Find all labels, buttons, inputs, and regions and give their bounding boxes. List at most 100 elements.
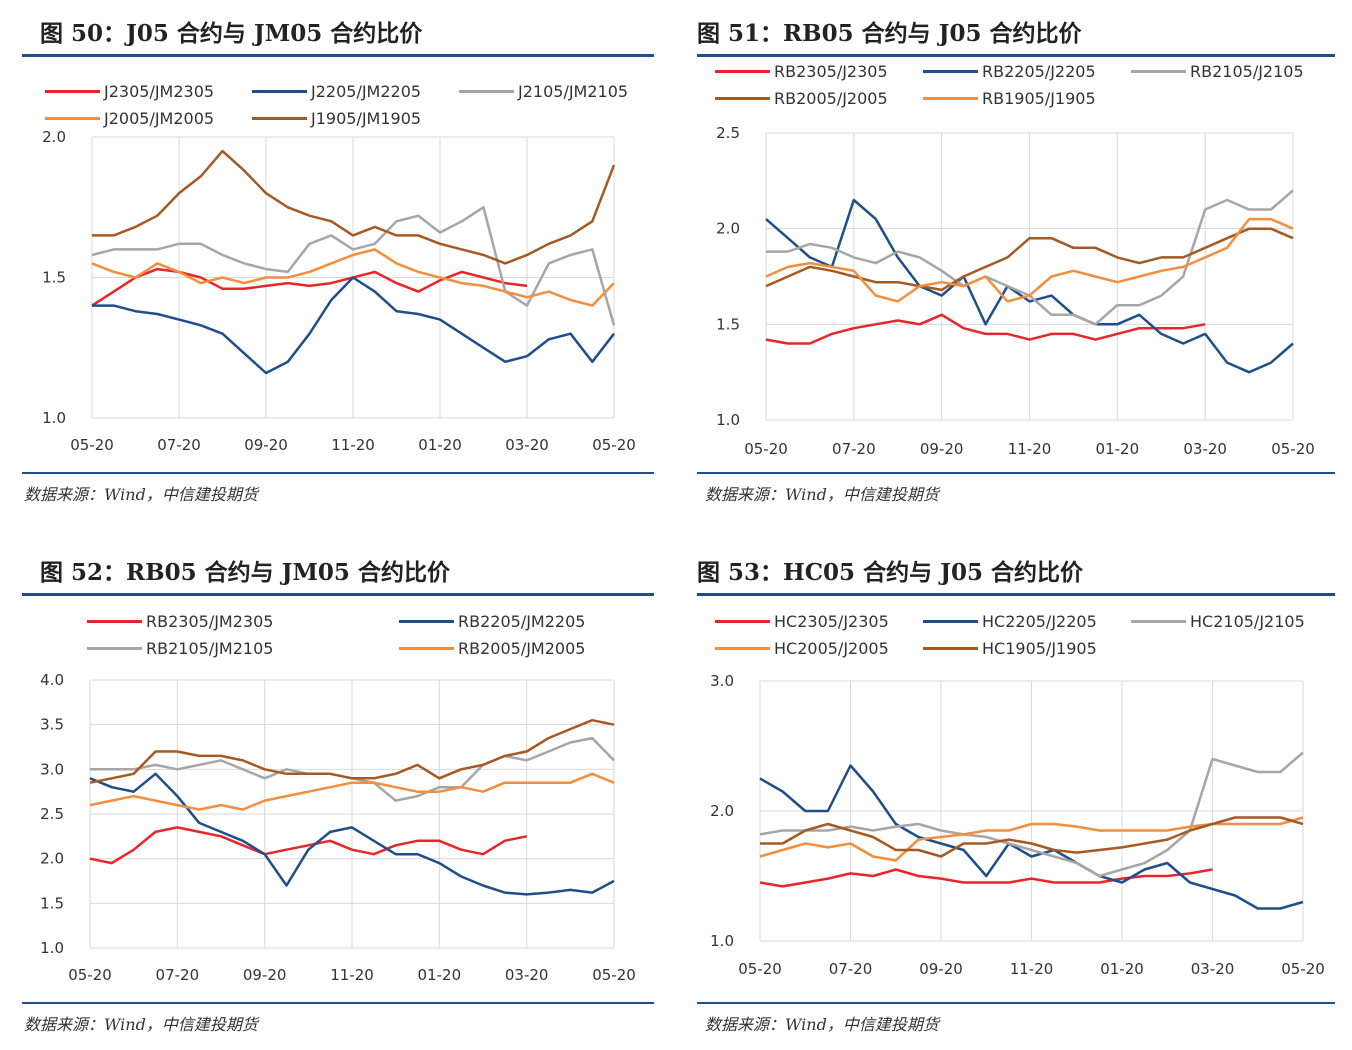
x-tick-label: 09-20 <box>920 440 964 458</box>
y-tick-label: 2.0 <box>42 128 66 146</box>
legend-swatch <box>715 97 770 100</box>
x-tick-label: 07-20 <box>157 436 201 454</box>
legend-item: RB1905/J1905 <box>923 89 1131 108</box>
legend-item: HC2105/J2105 <box>1131 612 1339 631</box>
legend-swatch <box>715 70 770 73</box>
x-tick-label: 05-20 <box>1281 960 1325 978</box>
series-line-RB2005/J2005 <box>765 227 1294 292</box>
chart-52-source: 数据来源：Wind，中信建投期货 <box>24 1015 258 1034</box>
series-line-RB2005/JM2005 <box>89 772 615 811</box>
legend-label: RB2305/J2305 <box>774 62 888 81</box>
legend-swatch <box>923 70 978 73</box>
legend-item: J1905/JM1905 <box>252 109 459 128</box>
chart-50-title: 图 50：J05 合约与 JM05 合约比价 <box>40 20 423 47</box>
x-tick-label: 03-20 <box>1183 440 1227 458</box>
x-tick-label: 07-20 <box>829 960 873 978</box>
y-tick-label: 1.0 <box>40 939 64 957</box>
legend-label: RB2005/JM2005 <box>458 639 586 658</box>
chart-52-title: 图 52：RB05 合约与 JM05 合约比价 <box>40 559 450 586</box>
chart-51-source: 数据来源：Wind，中信建投期货 <box>705 485 939 504</box>
chart-51-legend: RB2305/J2305 RB2205/J2205 RB2105/J2105 RB20… <box>715 62 1352 108</box>
series-line-J2105/JM2105 <box>91 206 616 326</box>
x-tick-label: 07-20 <box>832 440 876 458</box>
x-tick-label: 09-20 <box>243 966 287 984</box>
legend-item: HC2005/J2005 <box>715 639 923 658</box>
legend-item: RB2305/J2305 <box>715 62 923 81</box>
x-tick-label: 01-20 <box>418 966 462 984</box>
source-rule <box>697 472 1335 474</box>
chart-53-legend: HC2305/J2305 HC2205/J2205 HC2105/J2105 HC20… <box>715 612 1352 658</box>
x-tick-label: 01-20 <box>1100 960 1144 978</box>
legend-item: J2305/JM2305 <box>45 82 252 101</box>
legend-item: RB2105/J2105 <box>1131 62 1339 81</box>
legend-item: RB2005/JM2005 <box>399 639 711 658</box>
x-tick-label: 11-20 <box>1008 440 1052 458</box>
legend-label: J2205/JM2205 <box>311 82 422 101</box>
source-rule <box>22 472 654 474</box>
chart-3-plot: 1.0 2.0 3.0 05-20 07-20 09-20 11-20 01-20 03-20 0… <box>710 672 1325 978</box>
chart-51-title: 图 51：RB05 合约与 J05 合约比价 <box>697 20 1082 47</box>
chart-50-source: 数据来源：Wind，中信建投期货 <box>24 485 258 504</box>
legend-label: J2105/JM2105 <box>518 82 629 101</box>
legend-label: HC2005/J2005 <box>774 639 889 658</box>
legend-label: RB2205/J2205 <box>982 62 1096 81</box>
legend-swatch <box>459 90 514 93</box>
series-line-series-4 <box>89 718 615 784</box>
legend-swatch <box>45 90 100 93</box>
chart-53-source: 数据来源：Wind，中信建投期货 <box>705 1015 939 1034</box>
y-tick-label: 1.0 <box>710 932 734 950</box>
chart-50-legend: J2305/JM2305 J2205/JM2205 J2105/JM2105 J200… <box>45 82 685 128</box>
title-rule <box>697 54 1335 57</box>
legend-label: RB1905/J1905 <box>982 89 1096 108</box>
x-tick-label: 05-20 <box>738 960 782 978</box>
legend-swatch <box>1131 70 1186 73</box>
legend-item: RB2105/JM2105 <box>87 639 399 658</box>
x-tick-label: 03-20 <box>1191 960 1235 978</box>
y-tick-label: 1.5 <box>42 269 66 287</box>
series-line-RB2305/JM2305 <box>89 826 527 865</box>
legend-label: RB2205/JM2205 <box>458 612 586 631</box>
series-line-HC2305/J2305 <box>759 868 1213 888</box>
y-tick-label: 2.5 <box>716 124 740 142</box>
legend-item: RB2305/JM2305 <box>87 612 399 631</box>
x-tick-label: 09-20 <box>244 436 288 454</box>
legend-label: HC2205/J2205 <box>982 612 1097 631</box>
y-tick-label: 1.0 <box>42 409 66 427</box>
series-line-HC1905/J1905 <box>760 816 1304 858</box>
legend-item: HC1905/J1905 <box>923 639 1131 658</box>
legend-swatch <box>923 647 978 650</box>
y-tick-label: 3.0 <box>40 760 64 778</box>
x-tick-label: 05-20 <box>1271 440 1315 458</box>
y-tick-label: 2.0 <box>40 850 64 868</box>
legend-label: J2305/JM2305 <box>104 82 215 101</box>
x-tick-label: 07-20 <box>156 966 200 984</box>
legend-swatch <box>715 647 770 650</box>
legend-swatch <box>715 620 770 623</box>
chart-0-plot: 1.0 1.5 2.0 05-20 07-20 09-20 11-20 01-20 03-20 0… <box>42 128 636 454</box>
title-rule <box>697 593 1335 596</box>
x-tick-label: 11-20 <box>331 436 375 454</box>
legend-item: J2105/JM2105 <box>459 82 666 101</box>
x-tick-label: 09-20 <box>919 960 963 978</box>
legend-label: RB2305/JM2305 <box>146 612 274 631</box>
series-line-RB2205/J2205 <box>765 198 1294 374</box>
series-line-J2005/JM2005 <box>91 248 615 307</box>
source-rule <box>22 1002 654 1004</box>
x-tick-label: 03-20 <box>505 966 549 984</box>
legend-item: J2005/JM2005 <box>45 109 252 128</box>
legend-label: J2005/JM2005 <box>104 109 215 128</box>
legend-swatch <box>1131 620 1186 623</box>
legend-label: HC1905/J1905 <box>982 639 1097 658</box>
legend-swatch <box>252 90 307 93</box>
series-line-RB2305/J2305 <box>765 313 1206 345</box>
legend-label: J1905/JM1905 <box>311 109 422 128</box>
legend-label: HC2105/J2105 <box>1190 612 1305 631</box>
legend-swatch <box>87 647 142 650</box>
legend-item: RB2005/J2005 <box>715 89 923 108</box>
source-rule <box>697 1002 1335 1004</box>
y-tick-label: 4.0 <box>40 671 64 689</box>
y-tick-label: 2.0 <box>710 802 734 820</box>
chart-1-plot: 1.0 1.5 2.0 2.5 05-20 07-20 09-20 11-20 01-20 03-… <box>716 124 1315 458</box>
